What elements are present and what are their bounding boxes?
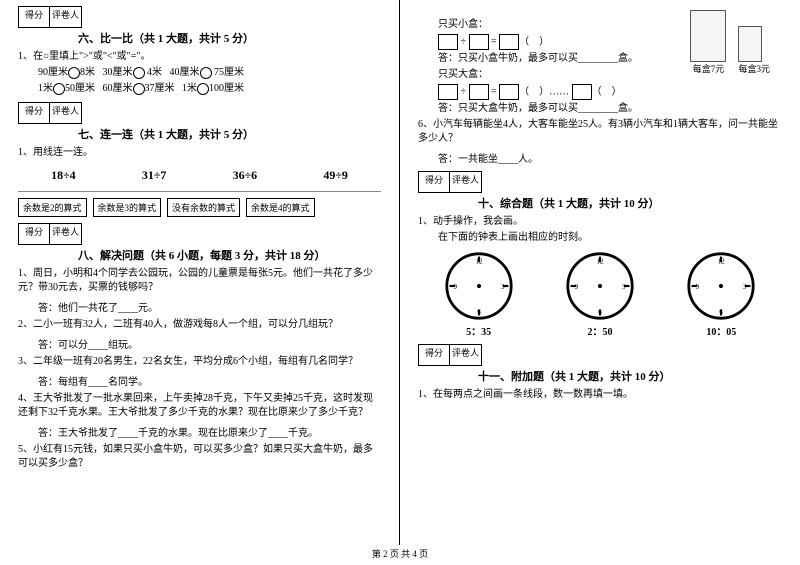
milk-big-price: 每盒7元 <box>690 62 726 75</box>
svg-text:12: 12 <box>596 258 604 266</box>
score-box-8: 得分 评卷人 <box>18 223 381 245</box>
m3: 36÷6 <box>233 168 258 183</box>
cmp-c: 30厘米 <box>103 67 133 78</box>
grader-label: 评卷人 <box>450 344 482 366</box>
section-7-title: 七、连一连（共 1 大题，共计 5 分） <box>78 126 381 142</box>
s8-q4: 4、王大爷批发了一批水果回来，上午卖掉28千克，下午又卖掉25千克，这时发现还剩… <box>18 392 381 420</box>
svg-text:6: 6 <box>477 308 481 316</box>
s8-a4: 答：王大爷批发了____千克的水果。现在比原来少了____千克。 <box>38 424 381 439</box>
s11-q1: 1、在每两点之间画一条线段，数一数再填一填。 <box>418 388 782 402</box>
score-box-10: 得分 评卷人 <box>418 171 782 193</box>
grader-label: 评卷人 <box>450 171 482 193</box>
milk-small-box <box>738 26 762 62</box>
tag-3: 没有余数的算式 <box>167 198 240 217</box>
svg-text:3: 3 <box>743 283 747 291</box>
m2: 31÷7 <box>142 168 167 183</box>
s8-a3: 答：每组有____名同学。 <box>38 373 381 388</box>
cmp-f: 75厘米 <box>214 67 244 78</box>
s6-row2: 1米 50厘米 60厘米 37厘米 1米 100厘米 <box>38 82 381 96</box>
cmp-a: 90厘米 <box>38 67 68 78</box>
section-8-title: 八、解决问题（共 6 小题，每题 3 分，共计 18 分） <box>78 247 381 263</box>
svg-text:6: 6 <box>720 308 724 316</box>
score-label: 得分 <box>418 171 450 193</box>
tag-1: 余数是2的算式 <box>18 198 87 217</box>
svg-text:9: 9 <box>453 283 457 291</box>
buy-big-eq: ÷ = （ ）…… （ ） <box>438 84 782 100</box>
cmp-e: 40厘米 <box>170 67 200 78</box>
svg-text:12: 12 <box>718 258 726 266</box>
left-column: 得分 评卷人 六、比一比（共 1 大题，共计 5 分） 1、在○里填上">"或"… <box>0 0 400 545</box>
cmp-k: 1米 <box>182 83 197 94</box>
milk-image: 每盒7元 每盒3元 <box>690 10 770 75</box>
svg-text:3: 3 <box>501 283 505 291</box>
cmp-i: 60厘米 <box>103 83 133 94</box>
s8-q5: 5、小红有15元钱，如果只买小盒牛奶，可以买多少盒？如果只买大盒牛奶，最多可以买… <box>18 443 381 471</box>
svg-text:12: 12 <box>475 258 483 266</box>
right-column: 每盒7元 每盒3元 只买小盒： ÷ = （ ） 答：只买小盒牛奶，最多可以买__… <box>400 0 800 545</box>
score-box-6: 得分 评卷人 <box>18 6 381 28</box>
grader-label: 评卷人 <box>50 102 82 124</box>
cmp-b: 8米 <box>80 67 95 78</box>
cmp-l: 100厘米 <box>209 83 244 94</box>
grader-label: 评卷人 <box>50 223 82 245</box>
s8-q2: 2、二小一班有32人，二班有40人，做游戏每8人一个组，可以分几组玩？ <box>18 318 381 332</box>
s10-sub: 在下面的钟表上画出相应的时刻。 <box>438 231 782 245</box>
m1: 18÷4 <box>51 168 76 183</box>
m4: 49÷9 <box>323 168 348 183</box>
s6-q1: 1、在○里填上">"或"<"或"="。 <box>18 50 381 64</box>
svg-text:9: 9 <box>574 283 578 291</box>
tag-4: 余数是4的算式 <box>246 198 315 217</box>
section-10-title: 十、综合题（共 1 大题，共计 10 分） <box>478 195 782 211</box>
clock-3-label: 10：05 <box>686 323 756 338</box>
score-label: 得分 <box>18 6 50 28</box>
score-label: 得分 <box>18 102 50 124</box>
cmp-j: 37厘米 <box>145 83 175 94</box>
clock-1-label: 5：35 <box>444 323 514 338</box>
cmp-d: 4米 <box>147 67 162 78</box>
s7-tags: 余数是2的算式 余数是3的算式 没有余数的算式 余数是4的算式 <box>18 198 381 217</box>
milk-small-price: 每盒3元 <box>738 62 770 75</box>
s8-a1: 答：他们一共花了____元。 <box>38 299 381 314</box>
score-label: 得分 <box>418 344 450 366</box>
s7-math-row: 18÷4 31÷7 36÷6 49÷9 <box>18 168 381 183</box>
cmp-g: 1米 <box>38 83 53 94</box>
score-label: 得分 <box>18 223 50 245</box>
s6-row1: 90厘米 8米 30厘米 4米 40厘米 75厘米 <box>38 66 381 80</box>
section-11-title: 十一、附加题（共 1 大题，共计 10 分） <box>478 368 782 384</box>
q6: 6、小汽车每辆能坐4人，大客车能坐25人。有3辆小汽车和1辆大客车，问一共能坐多… <box>418 118 782 146</box>
score-box-11: 得分 评卷人 <box>418 344 782 366</box>
s8-q1: 1、周日，小明和4个同学去公园玩，公园的儿童票是每张5元。他们一共花了多少元？带… <box>18 267 381 295</box>
clocks-row: 12 3 6 9 5：35 12 3 6 <box>418 251 782 338</box>
page-footer: 第 2 页 共 4 页 <box>0 545 800 560</box>
clock-2-label: 2：50 <box>565 323 635 338</box>
ans-big: 答：只买大盒牛奶，最多可以买________盒。 <box>438 102 782 116</box>
clock-2: 12 3 6 9 2：50 <box>565 251 635 338</box>
cmp-h: 50厘米 <box>65 83 95 94</box>
score-box-7: 得分 评卷人 <box>18 102 381 124</box>
s8-q3: 3、二年级一班有20名男生，22名女生，平均分成6个小组，每组有几名同学？ <box>18 355 381 369</box>
s7-q1: 1、用线连一连。 <box>18 146 381 160</box>
svg-text:3: 3 <box>622 283 626 291</box>
a6: 答：一共能坐____人。 <box>438 150 782 165</box>
milk-big-box <box>690 10 726 62</box>
clock-1: 12 3 6 9 5：35 <box>444 251 514 338</box>
svg-text:6: 6 <box>598 308 602 316</box>
grader-label: 评卷人 <box>50 6 82 28</box>
section-6-title: 六、比一比（共 1 大题，共计 5 分） <box>78 30 381 46</box>
tag-2: 余数是3的算式 <box>93 198 162 217</box>
svg-text:9: 9 <box>696 283 700 291</box>
s10-q1: 1、动手操作，我会画。 <box>418 215 782 229</box>
clock-3: 12 3 6 9 10：05 <box>686 251 756 338</box>
s8-a2: 答：可以分____组玩。 <box>38 336 381 351</box>
